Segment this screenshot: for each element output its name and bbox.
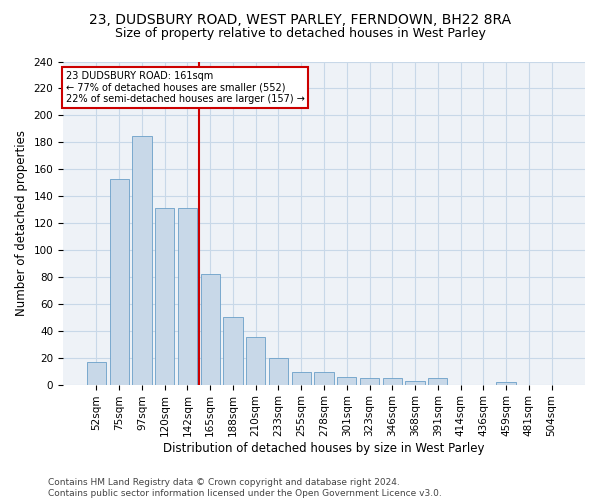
- Text: 23, DUDSBURY ROAD, WEST PARLEY, FERNDOWN, BH22 8RA: 23, DUDSBURY ROAD, WEST PARLEY, FERNDOWN…: [89, 12, 511, 26]
- Y-axis label: Number of detached properties: Number of detached properties: [15, 130, 28, 316]
- Bar: [200, 274, 220, 384]
- Bar: [132, 136, 152, 384]
- Bar: [223, 318, 242, 384]
- Bar: [314, 372, 334, 384]
- Bar: [406, 380, 425, 384]
- Bar: [269, 358, 288, 384]
- Bar: [383, 378, 402, 384]
- Bar: [428, 378, 448, 384]
- Bar: [337, 376, 356, 384]
- Bar: [178, 208, 197, 384]
- Bar: [360, 378, 379, 384]
- Bar: [496, 382, 516, 384]
- Bar: [87, 362, 106, 384]
- Text: Size of property relative to detached houses in West Parley: Size of property relative to detached ho…: [115, 28, 485, 40]
- Bar: [246, 338, 265, 384]
- Text: Contains HM Land Registry data © Crown copyright and database right 2024.
Contai: Contains HM Land Registry data © Crown c…: [48, 478, 442, 498]
- Text: 23 DUDSBURY ROAD: 161sqm
← 77% of detached houses are smaller (552)
22% of semi-: 23 DUDSBURY ROAD: 161sqm ← 77% of detach…: [65, 71, 305, 104]
- Bar: [155, 208, 175, 384]
- X-axis label: Distribution of detached houses by size in West Parley: Distribution of detached houses by size …: [163, 442, 485, 455]
- Bar: [292, 372, 311, 384]
- Bar: [110, 178, 129, 384]
